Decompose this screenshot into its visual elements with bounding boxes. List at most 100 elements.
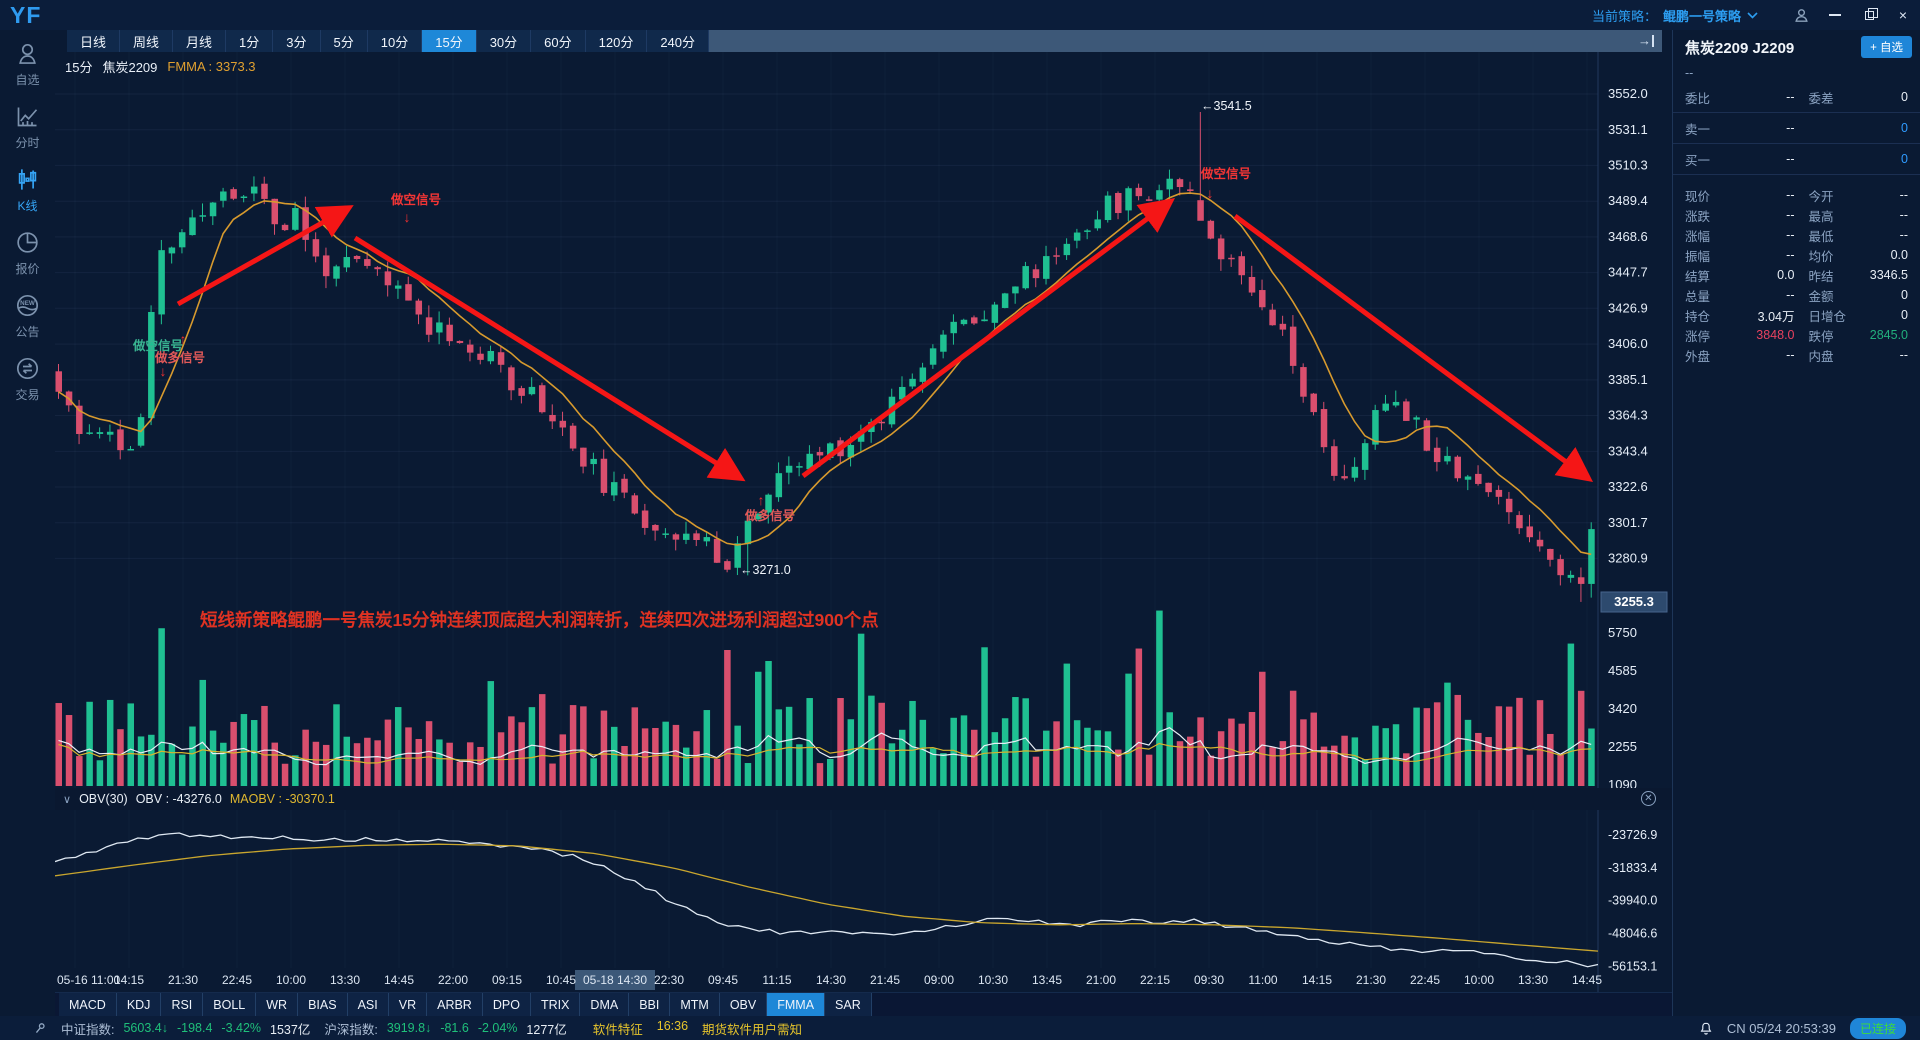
obv-value: OBV : -43276.0	[135, 792, 222, 806]
restore-icon	[1864, 7, 1878, 20]
minimize-button[interactable]	[1818, 3, 1852, 27]
candle-body	[55, 371, 62, 392]
row-label: 外盘	[1685, 349, 1711, 364]
candle-body	[189, 217, 196, 236]
x-tick: 10:00	[1464, 973, 1494, 987]
obv-indicator-bar: ∨ OBV(30) OBV : -43276.0 MAOBV : -30370.…	[55, 788, 1672, 810]
indicator-tab-BBI[interactable]: BBI	[629, 993, 671, 1016]
timeframe-tab-30分[interactable]: 30分	[476, 30, 532, 52]
volume-bar	[1084, 727, 1091, 786]
user-account-icon[interactable]	[1784, 3, 1818, 27]
timeframe-tab-60分[interactable]: 60分	[531, 30, 586, 52]
row-value: 3848.0	[1756, 328, 1795, 342]
volume-bar	[569, 705, 577, 786]
statusbar-right: CN 05/24 20:53:39 已连接	[1699, 1017, 1906, 1039]
collapse-chevron-icon[interactable]: ∨	[63, 793, 72, 806]
candle-body	[621, 478, 628, 493]
row-value: 0.0	[1777, 268, 1795, 282]
volume-bar	[1485, 737, 1492, 786]
x-tick: 22:45	[1410, 973, 1440, 987]
table-row: 振幅 -- 均价 0.0	[1673, 245, 1920, 265]
indicator-tab-MTM[interactable]: MTM	[670, 993, 720, 1016]
indicator-tab-SAR[interactable]: SAR	[825, 993, 872, 1016]
volume-bar	[682, 747, 690, 786]
section-gap	[1673, 177, 1920, 185]
timeframe-tab-10分[interactable]: 10分	[367, 30, 423, 52]
close-button[interactable]: ×	[1886, 3, 1920, 27]
sidebar-item-分时[interactable]: 分时	[14, 103, 41, 151]
volume-bar	[1331, 745, 1338, 786]
volume-bar	[446, 742, 453, 786]
volume-bar	[847, 719, 855, 786]
candle-body	[580, 447, 587, 467]
kline-chart[interactable]: 3552.0 3531.1 3510.3 3489.4 3468.6 3447.7 3426…	[55, 52, 1672, 992]
trend-arrow	[176, 205, 354, 307]
x-tick: 11:15	[762, 973, 791, 987]
indicator-tab-VR[interactable]: VR	[388, 993, 428, 1016]
sidebar-item-交易[interactable]: 交易	[14, 355, 41, 403]
volume-bar	[1125, 673, 1132, 786]
index-label: 沪深指数:	[324, 1022, 378, 1037]
row-value: --	[1899, 208, 1908, 222]
row-value: 3.04万	[1757, 309, 1795, 324]
indicator-tab-BIAS[interactable]: BIAS	[298, 993, 348, 1016]
candle-body	[559, 420, 567, 428]
indicator-tabbar: MACD KDJ RSI BOLL WR BIAS ASI VR ARBR DPO TRIX DMA B…	[55, 992, 1672, 1016]
add-favorite-button[interactable]: + 自选	[1861, 36, 1912, 58]
price-tick: 3426.9	[1608, 300, 1648, 315]
price-tick: 3447.7	[1608, 265, 1648, 280]
volume-bar	[652, 727, 659, 786]
indicator-tab-MACD[interactable]: MACD	[59, 993, 117, 1016]
indicator-tab-KDJ[interactable]: KDJ	[116, 993, 162, 1016]
candle-body	[682, 533, 690, 540]
volume-bar	[1269, 747, 1276, 786]
row-value: 0	[1901, 288, 1908, 302]
volume-tick: 3420	[1608, 701, 1637, 716]
timeframe-tab-120分[interactable]: 120分	[585, 30, 648, 52]
indicator-tab-BOLL[interactable]: BOLL	[203, 993, 257, 1016]
trend-arrow	[801, 198, 1176, 479]
timeframe-tab-1分[interactable]: 1分	[226, 30, 274, 52]
indicator-tab-DMA[interactable]: DMA	[580, 993, 630, 1016]
indicator-tab-RSI[interactable]: RSI	[161, 993, 204, 1016]
index-group: 沪深指数: 3919.8↓ -81.6 -2.04% 1277亿	[324, 1019, 566, 1038]
maobv-line	[55, 843, 1599, 952]
timeframe-tab-周线[interactable]: 周线	[120, 30, 174, 52]
notice-item[interactable]: 期货软件用户需知	[702, 1022, 803, 1037]
indicator-tab-WR[interactable]: WR	[256, 993, 299, 1016]
bell-icon[interactable]	[1699, 1021, 1713, 1036]
candle-body	[302, 207, 309, 240]
indicator-tab-FMMA[interactable]: FMMA	[767, 993, 826, 1016]
indicator-tab-OBV[interactable]: OBV	[719, 993, 768, 1016]
sidebar-item-报价[interactable]: 报价	[14, 229, 41, 277]
timeframe-tab-3分[interactable]: 3分	[273, 30, 321, 52]
pin-icon[interactable]	[34, 1022, 47, 1035]
volume-bar	[1464, 719, 1472, 786]
indicator-tab-ASI[interactable]: ASI	[347, 993, 389, 1016]
indicator-tab-DPO[interactable]: DPO	[482, 993, 531, 1016]
table-row: 买一 -- 0	[1673, 146, 1920, 172]
timeframe-tab-月线[interactable]: 月线	[173, 30, 227, 52]
candle-body	[652, 524, 659, 531]
row-label: 涨幅	[1685, 229, 1711, 244]
strategy-dropdown[interactable]: 当前策略： 鲲鹏一号策略	[1592, 6, 1758, 25]
candle-body	[1084, 230, 1091, 232]
restore-button[interactable]	[1852, 3, 1886, 27]
obv-tick: -56153.1	[1608, 959, 1657, 973]
sidebar-item-label: 自选	[15, 73, 40, 87]
timeframe-tab-5分[interactable]: 5分	[320, 30, 368, 52]
x-tick: 10:30	[978, 973, 1008, 987]
notice-item[interactable]: 软件特征	[592, 1022, 643, 1037]
row-value: --	[1786, 188, 1795, 202]
sidebar-item-K线[interactable]: K线	[14, 166, 41, 214]
obv-close-icon[interactable]: ✕	[1641, 791, 1656, 806]
indicator-tab-ARBR[interactable]: ARBR	[427, 993, 483, 1016]
timeframe-tab-15分[interactable]: 15分	[422, 30, 477, 52]
sidebar-item-自选[interactable]: 自选	[14, 40, 41, 88]
timeframe-tab-日线[interactable]: 日线	[67, 30, 121, 52]
sidebar-item-公告[interactable]: NEW 公告	[14, 292, 41, 340]
volume-bar	[292, 755, 299, 786]
indicator-tab-TRIX[interactable]: TRIX	[530, 993, 581, 1016]
timeframe-tab-240分[interactable]: 240分	[647, 30, 710, 52]
scroll-right-icon[interactable]: →	[1638, 34, 1654, 47]
